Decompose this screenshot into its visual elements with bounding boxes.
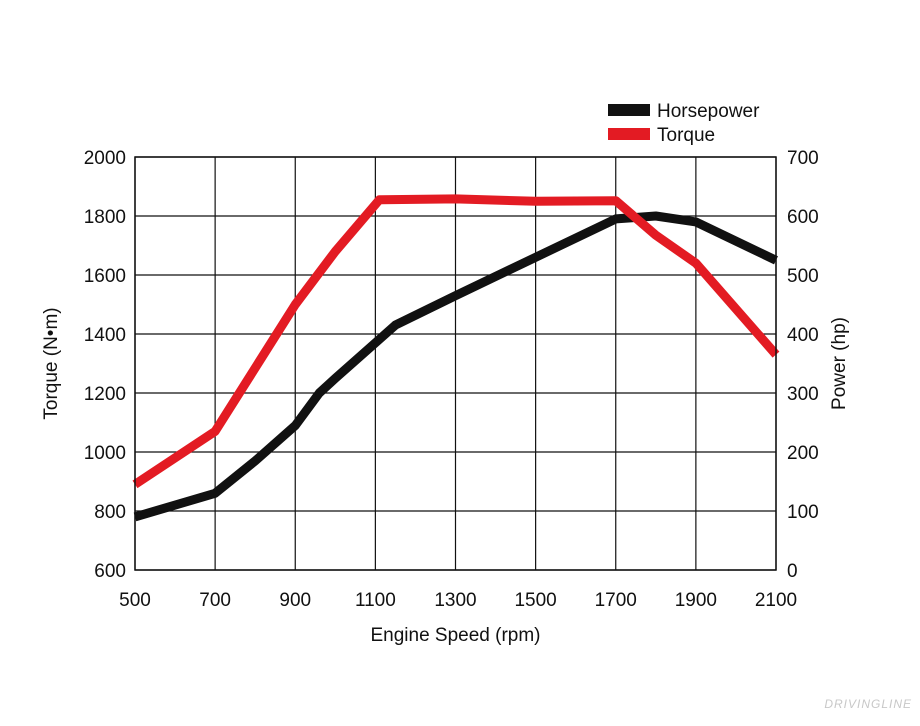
y-right-tick-label: 200 [787,443,819,464]
legend-label-torque: Torque [657,125,715,146]
watermark-text: DRIVINGLINE [824,697,912,711]
legend-swatch-horsepower [608,104,650,116]
y-left-tick-label: 800 [94,502,126,523]
y-right-tick-label: 300 [787,384,819,405]
y-left-tick-label: 1000 [84,443,126,464]
x-tick-label: 1500 [514,590,556,611]
y-left-tick-label: 1600 [84,266,126,287]
ticks: 500 700 900 1100 1300 1500 1700 1900 2100 600 800 1… [84,148,819,611]
legend: Horsepower Torque [608,101,760,146]
y-right-tick-label: 500 [787,266,819,287]
x-tick-label: 1100 [355,590,396,611]
y-left-tick-label: 1400 [84,325,126,346]
x-tick-label: 1900 [675,590,717,611]
y-right-tick-label: 600 [787,207,819,228]
x-tick-label: 700 [199,590,231,611]
y-left-tick-label: 600 [94,561,126,582]
x-tick-label: 900 [279,590,311,611]
y-left-tick-label: 1200 [84,384,126,405]
x-axis-title: Engine Speed (rpm) [370,625,540,646]
series-line-torque [132,194,780,489]
y-axis-right-title: Power (hp) [829,317,850,410]
y-right-tick-label: 400 [787,325,819,346]
series-line-horsepower [133,211,778,522]
x-tick-label: 2100 [755,590,797,611]
x-tick-label: 500 [119,590,151,611]
y-left-tick-label: 2000 [84,148,126,169]
x-tick-label: 1700 [595,590,637,611]
y-right-tick-label: 0 [787,561,798,582]
y-left-tick-label: 1800 [84,207,126,228]
plot-frame [134,156,777,571]
legend-label-horsepower: Horsepower [657,101,760,122]
x-tick-label: 1300 [434,590,476,611]
series-layer [132,194,780,522]
legend-swatch-torque [608,128,650,140]
y-right-tick-label: 100 [787,502,819,523]
y-axis-left-title: Torque (N•m) [41,307,62,419]
y-right-tick-label: 700 [787,148,819,169]
